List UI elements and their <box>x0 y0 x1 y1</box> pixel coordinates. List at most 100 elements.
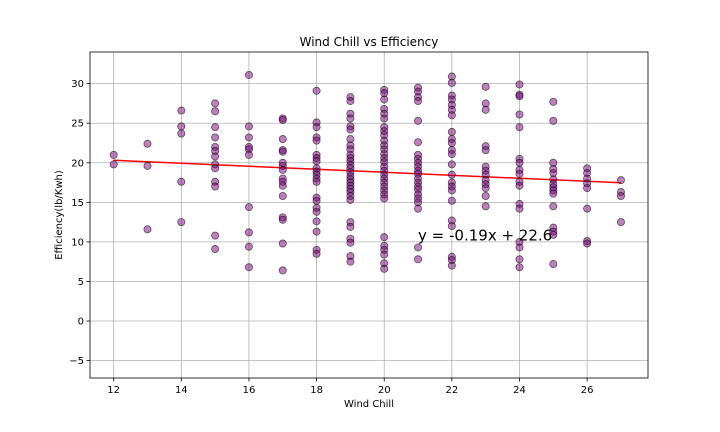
data-point <box>616 218 625 227</box>
data-point <box>515 123 524 132</box>
data-point <box>211 231 220 240</box>
data-point <box>380 95 389 104</box>
data-point <box>346 97 355 106</box>
data-point <box>211 245 220 254</box>
data-point <box>447 261 456 270</box>
data-point <box>447 196 456 205</box>
data-point <box>278 239 287 248</box>
y-tick-label: 30 <box>71 79 84 90</box>
data-point <box>278 116 287 125</box>
data-point <box>177 177 186 186</box>
data-point <box>414 97 423 106</box>
data-point <box>414 204 423 213</box>
data-point <box>549 230 558 239</box>
data-point <box>244 150 253 159</box>
data-point <box>515 243 524 252</box>
data-point <box>447 186 456 195</box>
data-point <box>211 164 220 173</box>
data-point <box>312 249 321 258</box>
data-point <box>346 222 355 231</box>
x-tick-label: 14 <box>175 385 188 396</box>
data-point <box>515 80 524 89</box>
data-point <box>312 227 321 236</box>
data-point <box>414 138 423 147</box>
data-point <box>515 263 524 272</box>
data-point <box>515 158 524 167</box>
data-point <box>481 146 490 155</box>
data-point <box>481 202 490 211</box>
x-tick-label: 16 <box>243 385 256 396</box>
data-point <box>447 222 456 231</box>
data-point <box>278 215 287 224</box>
data-point <box>447 127 456 136</box>
data-point <box>515 255 524 264</box>
plot-frame <box>89 51 649 379</box>
x-tick-label: 20 <box>378 385 391 396</box>
data-point <box>380 114 389 123</box>
data-point <box>549 116 558 125</box>
data-point <box>515 169 524 178</box>
data-point <box>278 181 287 190</box>
data-point <box>414 243 423 252</box>
data-point <box>583 239 592 248</box>
data-point <box>515 204 524 213</box>
data-point <box>515 181 524 190</box>
data-points <box>109 70 625 275</box>
data-point <box>211 107 220 116</box>
data-point <box>346 195 355 204</box>
data-point <box>177 218 186 227</box>
data-point <box>244 228 253 237</box>
data-point <box>244 263 253 272</box>
data-point <box>211 123 220 132</box>
data-point <box>211 99 220 108</box>
data-point <box>244 122 253 131</box>
data-point <box>447 150 456 159</box>
data-point <box>583 184 592 193</box>
data-point <box>414 116 423 125</box>
data-point <box>312 217 321 226</box>
data-point <box>447 138 456 147</box>
data-point <box>481 82 490 91</box>
data-point <box>244 133 253 142</box>
data-point <box>447 170 456 179</box>
data-point <box>346 125 355 134</box>
data-point <box>312 157 321 166</box>
x-tick-label: 18 <box>310 385 323 396</box>
data-point <box>515 92 524 101</box>
data-point <box>515 110 524 119</box>
regression-layer <box>113 159 621 184</box>
data-point <box>244 203 253 212</box>
data-point <box>549 97 558 106</box>
data-point <box>549 189 558 198</box>
chart-title: Wind Chill vs Efficiency <box>300 35 439 49</box>
y-tick-label: 25 <box>71 119 84 130</box>
data-point <box>312 86 321 95</box>
data-point <box>278 192 287 201</box>
data-point <box>380 250 389 259</box>
data-point <box>346 238 355 247</box>
x-tick-label: 22 <box>445 385 458 396</box>
data-point <box>211 182 220 191</box>
y-axis-label: Efficiency(lb/Kwh) <box>54 170 65 260</box>
x-axis-label: Wind Chill <box>344 399 394 410</box>
y-tick-label: 20 <box>71 158 84 169</box>
data-point <box>616 192 625 201</box>
data-point <box>278 266 287 275</box>
data-point <box>481 105 490 114</box>
data-point <box>109 160 118 169</box>
data-point <box>549 260 558 269</box>
data-point <box>312 196 321 205</box>
data-point <box>380 194 389 203</box>
data-point <box>244 70 253 79</box>
regression-equation-annotation: y = -0.19x + 22.6 <box>418 226 552 244</box>
data-point <box>177 122 186 131</box>
data-point <box>143 161 152 170</box>
data-point <box>143 139 152 148</box>
data-point <box>278 135 287 144</box>
data-point <box>616 176 625 185</box>
regression-line <box>113 159 621 184</box>
y-tick-label: −5 <box>69 356 84 367</box>
data-point <box>143 225 152 234</box>
data-point <box>278 147 287 156</box>
